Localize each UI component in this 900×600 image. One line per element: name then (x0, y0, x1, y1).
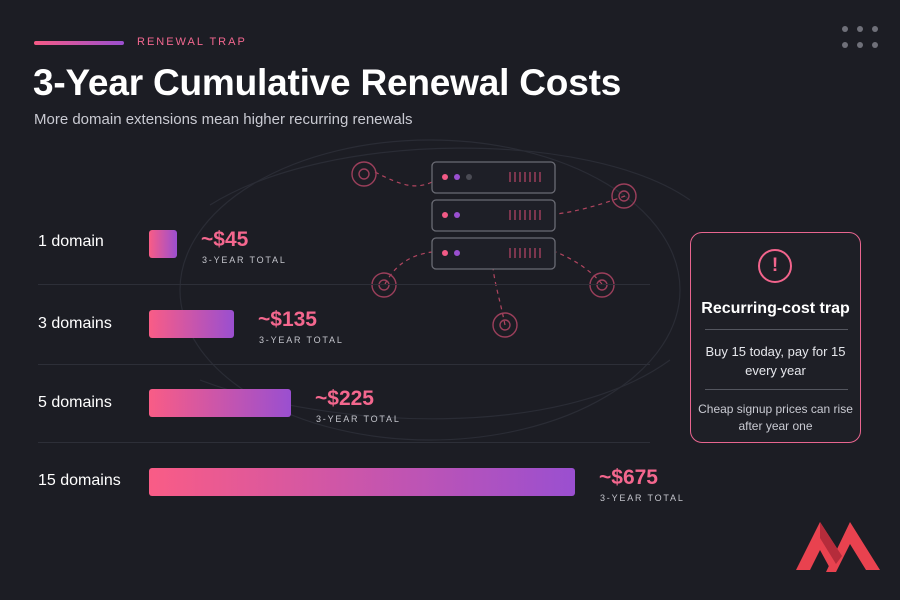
value-sublabel-4: 3-YEAR TOTAL (600, 493, 685, 503)
brand-logo-icon (796, 522, 880, 572)
value-sublabel-1: 3-YEAR TOTAL (202, 255, 287, 265)
callout-line-2: Cheap signup prices can rise after year … (698, 402, 853, 433)
exclamation-icon: ! (758, 249, 792, 283)
value-label-2: ~$135 (258, 308, 317, 331)
bar-4 (149, 468, 575, 496)
bar-3 (149, 389, 291, 417)
chart-subtitle: More domain extensions mean higher recur… (34, 111, 413, 128)
value-label-3: ~$225 (315, 387, 374, 410)
category-label-3: 5 domains (38, 394, 112, 411)
chart-title: 3-Year Cumulative Renewal Costs (33, 62, 622, 103)
eyebrow-label: RENEWAL TRAP (137, 36, 247, 48)
value-sublabel-3: 3-YEAR TOTAL (316, 414, 401, 424)
callout-divider (705, 329, 848, 330)
category-label-4: 15 domains (38, 472, 121, 489)
value-label-1: ~$45 (201, 228, 249, 251)
callout-line-1: Buy 15 today, pay for 15 every year (705, 344, 846, 378)
row-divider (38, 364, 650, 365)
value-sublabel-2: 3-YEAR TOTAL (259, 335, 344, 345)
dots-grid-icon[interactable] (840, 24, 880, 50)
bar-1 (149, 230, 177, 258)
callout-title: Recurring-cost trap (701, 300, 850, 317)
category-label-2: 3 domains (38, 315, 112, 332)
value-label-4: ~$675 (599, 466, 658, 489)
bar-2 (149, 310, 234, 338)
eyebrow-accent-line (34, 41, 124, 45)
category-label-1: 1 domain (38, 233, 104, 250)
row-divider (38, 442, 650, 443)
callout-divider (705, 389, 848, 390)
row-divider (38, 284, 650, 285)
